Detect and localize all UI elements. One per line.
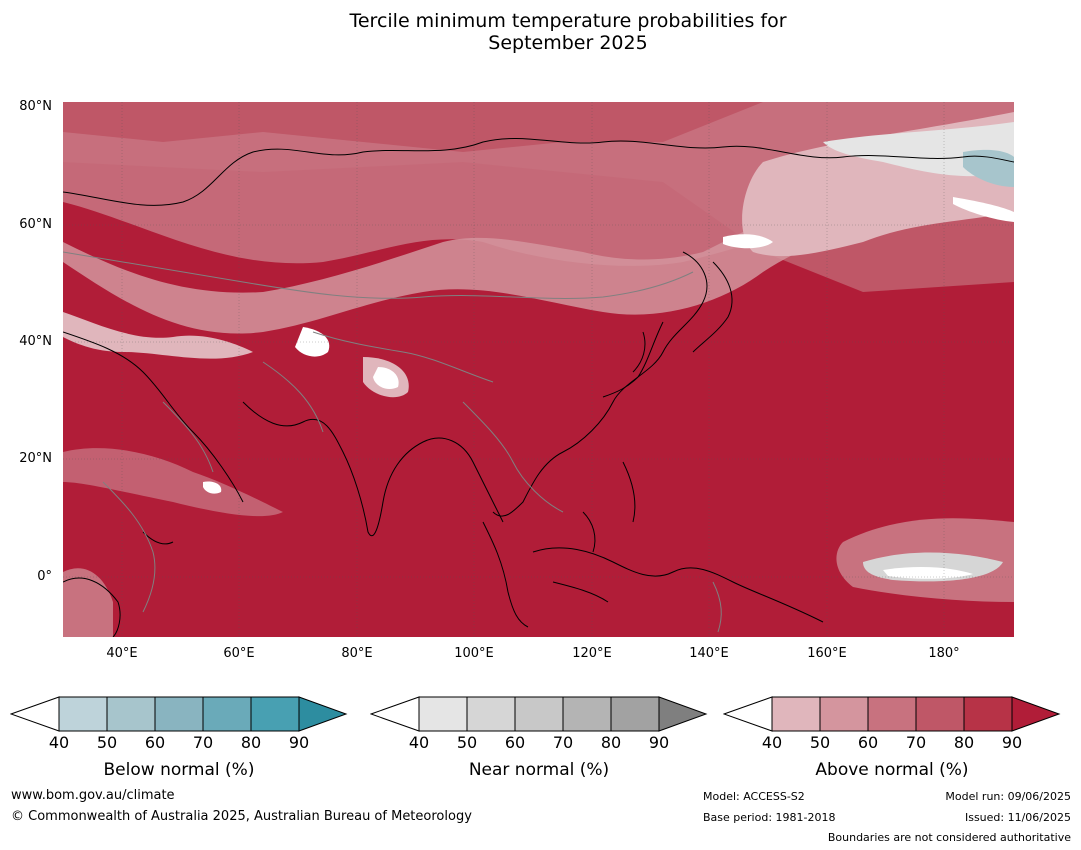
lat-label-0: 0° [37,569,52,584]
title-line-1: Tercile minimum temperature probabilitie… [349,10,787,32]
colorbar-near-tick-40: 40 [408,733,430,752]
lat-label-40n: 40°N [19,334,52,349]
colorbar-below-tick-60: 60 [144,733,166,752]
lat-label-80n: 80°N [19,99,52,114]
colorbar-near-tick-50: 50 [456,733,478,752]
colorbar-near-tick-60: 60 [504,733,526,752]
colorbar-below-label: Below normal (%) [103,760,255,780]
colorbar-above-tick-40: 40 [761,733,783,752]
colorbar-near-label: Near normal (%) [468,760,610,780]
colorbar-below-tick-80: 80 [240,733,262,752]
footer-base-period: Base period: 1981-2018 [703,811,836,824]
lat-label-20n: 20°N [19,451,52,466]
map-canvas [63,102,1014,637]
footer-model-run: Model run: 09/06/2025 [945,790,1071,803]
lat-label-60n: 60°N [19,217,52,232]
footer-copyright: © Commonwealth of Australia 2025, Austra… [11,809,472,824]
colorbar-above-tick-60: 60 [857,733,879,752]
colorbar-above-tick-70: 70 [905,733,927,752]
colorbar-near-tick-90: 90 [648,733,670,752]
colorbar-above-tick-90: 90 [1001,733,1023,752]
colorbar-above-label: Above normal (%) [815,760,969,780]
map-title: Tercile minimum temperature probabilitie… [0,10,1081,54]
lon-label-60e: 60°E [223,646,255,661]
lon-label-80e: 80°E [341,646,373,661]
colorbar-below-tick-90: 90 [288,733,310,752]
lon-label-40e: 40°E [106,646,138,661]
footer-url: www.bom.gov.au/climate [11,788,175,803]
colorbar-below-normal [10,696,348,732]
map-gridlines [63,102,1014,637]
probability-zones [63,102,1014,637]
lon-label-120e: 120°E [572,646,612,661]
colorbar-below-tick-50: 50 [96,733,118,752]
probability-map [63,102,1014,637]
footer-disclaimer: Boundaries are not considered authoritat… [827,831,1071,844]
colorbar-above-tick-50: 50 [809,733,831,752]
colorbar-near-normal [370,696,708,732]
footer-model: Model: ACCESS-S2 [703,790,805,803]
colorbar-above-normal [723,696,1061,732]
lon-label-180: 180° [928,646,960,661]
colorbar-below-tick-70: 70 [192,733,214,752]
colorbar-above-tick-80: 80 [953,733,975,752]
country-borders [63,251,722,633]
colorbar-near-tick-70: 70 [552,733,574,752]
lon-label-100e: 100°E [454,646,494,661]
colorbar-below-tick-40: 40 [48,733,70,752]
title-line-2: September 2025 [488,32,648,54]
lon-label-140e: 140°E [689,646,729,661]
colorbar-near-tick-80: 80 [600,733,622,752]
footer-issued: Issued: 11/06/2025 [964,811,1071,824]
lon-label-160e: 160°E [807,646,847,661]
coastlines [63,137,1014,637]
